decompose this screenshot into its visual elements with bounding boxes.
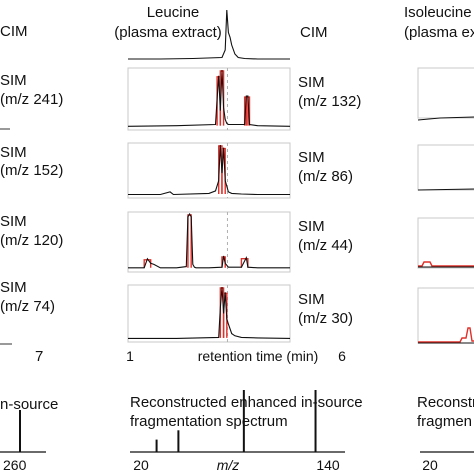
spectrum-x-label: m/z (217, 457, 240, 473)
panel-mode-label-1: SIM (298, 74, 325, 91)
x-axis-min-label: 1 (126, 348, 134, 364)
spectrum-title-line2: fragmentation spectrum (130, 413, 288, 430)
right-title-line2: (plasma ex (404, 24, 474, 41)
right-panel-frame-1 (417, 67, 474, 119)
trace-1 (127, 69, 291, 127)
left-panel-label-6: (m/z 120) (0, 232, 63, 249)
left-panel-label-1: SIM (0, 72, 27, 89)
panel-mz-label-4: (m/z 30) (298, 310, 353, 327)
left-spectrum-tick: 260 (3, 457, 27, 473)
panel-mode-label-2: SIM (298, 149, 325, 166)
right-spectrum-tick: 20 (422, 457, 438, 473)
left-panel-label-8: (m/z 74) (0, 298, 55, 315)
x-axis-label: retention time (min) (198, 348, 319, 364)
chromatogram-panel-1: SIM (m/z 132) (127, 67, 361, 131)
left-panel-label-2: (m/z 241) (0, 91, 63, 108)
peak-highlight (240, 257, 249, 268)
panel-frame (127, 211, 291, 273)
panel-mz-label-2: (m/z 86) (298, 168, 353, 185)
right-column: Isoleucine (plasma ex Reconstru fragmen … (404, 4, 474, 473)
center-column: Leucine (plasma extract) CIM SIM (m/z 132)… (114, 4, 362, 473)
chromatogram-panel-4: SIM (m/z 30) (127, 284, 353, 343)
panel-mode-label-3: SIM (298, 218, 325, 235)
spectrum-title-line1: Reconstructed enhanced in-source (130, 394, 363, 411)
right-panel-frame-3 (417, 217, 474, 269)
chromatogram-panel-2: SIM (m/z 86) (127, 142, 353, 199)
peak-highlight (187, 214, 192, 268)
panel-mode-label-4: SIM (298, 291, 325, 308)
panel-mz-label-1: (m/z 132) (298, 93, 361, 110)
spectrum-bars (155, 390, 317, 452)
x-axis-max-label: 6 (338, 348, 346, 364)
right-trace-4-red (418, 327, 474, 343)
spectrum-x-min-label: 20 (133, 457, 149, 473)
center-title-line1: Leucine (147, 4, 200, 21)
left-spectrum-title: n-source (0, 396, 58, 413)
left-panel-label-4: (m/z 152) (0, 162, 63, 179)
trace-2 (128, 144, 290, 196)
left-panel-label-0: CIM (0, 23, 28, 40)
panel-mode-label-0: CIM (300, 24, 328, 41)
right-trace-1 (417, 116, 474, 121)
panel-frame (127, 142, 291, 199)
right-trace-2 (417, 188, 474, 191)
left-panel-label-5: SIM (0, 213, 27, 230)
right-panel-frame-2 (417, 144, 474, 191)
left-axis-end-label: 7 (35, 348, 43, 365)
center-title-line2: (plasma extract) (114, 24, 222, 41)
chromatogram-panel-3: SIM (m/z 44) (127, 211, 353, 273)
trace-4 (128, 286, 291, 339)
panel-mz-label-3: (m/z 44) (298, 237, 353, 254)
left-panel-label-7: SIM (0, 279, 27, 296)
panel-frame (127, 284, 291, 343)
spectrum-x-max-label: 140 (316, 457, 340, 473)
right-panel-frame-4 (417, 287, 474, 344)
panel-frame (127, 67, 291, 131)
right-spectrum-title-line1: Reconstru (417, 394, 474, 411)
right-trace-3-red (418, 261, 474, 267)
left-column: CIM SIM (m/z 241) SIM (m/z 152) SIM (m/z… (0, 23, 63, 473)
trace-0 (128, 9, 290, 60)
chromatogram-panel-0: CIM (128, 9, 328, 60)
right-title-line1: Isoleucine (404, 4, 472, 21)
trace-3 (128, 212, 290, 269)
left-panel-label-3: SIM (0, 144, 27, 161)
right-spectrum-title-line2: fragmen (417, 413, 472, 430)
